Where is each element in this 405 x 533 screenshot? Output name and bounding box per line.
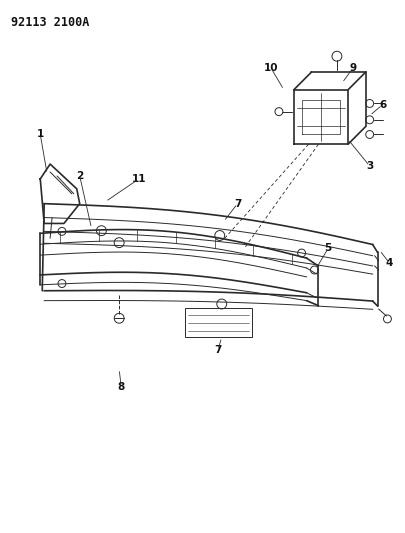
Text: 11: 11: [131, 174, 146, 184]
Text: 10: 10: [263, 63, 277, 73]
Text: 4: 4: [385, 258, 392, 268]
Text: 8: 8: [117, 382, 124, 392]
Text: 9: 9: [348, 63, 356, 73]
Text: 1: 1: [36, 130, 44, 140]
Text: 6: 6: [378, 100, 385, 110]
Text: 2: 2: [76, 171, 83, 181]
Text: 5: 5: [324, 243, 331, 253]
Text: 3: 3: [365, 161, 372, 171]
Text: 92113 2100A: 92113 2100A: [11, 15, 89, 29]
Bar: [185, 308, 252, 337]
Text: 7: 7: [233, 199, 241, 208]
Text: 7: 7: [213, 345, 221, 355]
